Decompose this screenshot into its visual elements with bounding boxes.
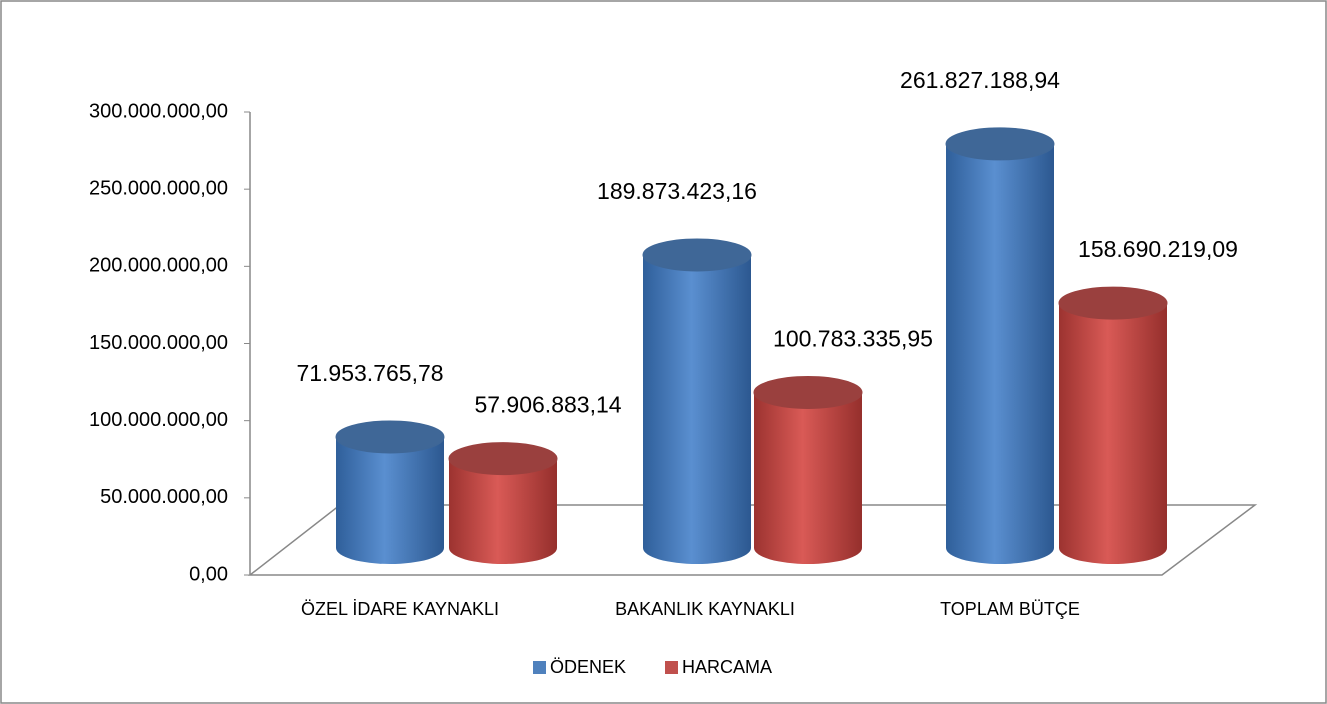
cylinder — [335, 420, 445, 564]
y-tick-label: 250.000.000,00 — [89, 177, 228, 199]
y-tick-label: 150.000.000,00 — [89, 332, 228, 354]
x-tick-label: TOPLAM BÜTÇE — [940, 599, 1080, 619]
x-tick-label: ÖZEL İDARE KAYNAKLI — [301, 599, 499, 619]
cylinder-body — [336, 436, 444, 564]
legend-swatch — [533, 661, 546, 674]
cylinder — [753, 375, 863, 564]
cylinder-body — [1059, 303, 1167, 564]
cylinder-top — [642, 238, 752, 272]
cylinder — [448, 442, 558, 564]
y-tick-label: 0,00 — [189, 563, 228, 585]
data-label: 261.827.188,94 — [900, 67, 1060, 93]
y-tick-label: 300.000.000,00 — [89, 100, 228, 122]
cylinder-top — [945, 127, 1055, 161]
data-label: 57.906.883,14 — [474, 392, 621, 418]
cylinder-top — [448, 442, 558, 476]
cylinder — [642, 238, 752, 564]
cylinder — [945, 127, 1055, 564]
data-label: 100.783.335,95 — [773, 326, 933, 352]
cylinder-top — [335, 420, 445, 454]
cylinder-body — [449, 458, 557, 564]
data-label: 189.873.423,16 — [597, 178, 757, 204]
cylinder-body — [643, 254, 751, 564]
y-tick-label: 50.000.000,00 — [100, 486, 228, 508]
y-tick-label: 200.000.000,00 — [89, 255, 228, 277]
legend-swatch — [665, 661, 678, 674]
cylinder-top — [753, 375, 863, 409]
floor — [247, 504, 1258, 576]
cylinder — [1058, 286, 1168, 564]
cylinder-body — [946, 143, 1054, 564]
cylinder-body — [754, 392, 862, 564]
data-label: 71.953.765,78 — [296, 360, 443, 386]
data-label: 158.690.219,09 — [1078, 236, 1238, 262]
legend-label: ÖDENEK — [550, 657, 626, 677]
legend-label: HARCAMA — [682, 657, 772, 677]
x-tick-label: BAKANLIK KAYNAKLI — [615, 599, 795, 619]
y-tick-label: 100.000.000,00 — [89, 409, 228, 431]
cylinder-top — [1058, 286, 1168, 320]
